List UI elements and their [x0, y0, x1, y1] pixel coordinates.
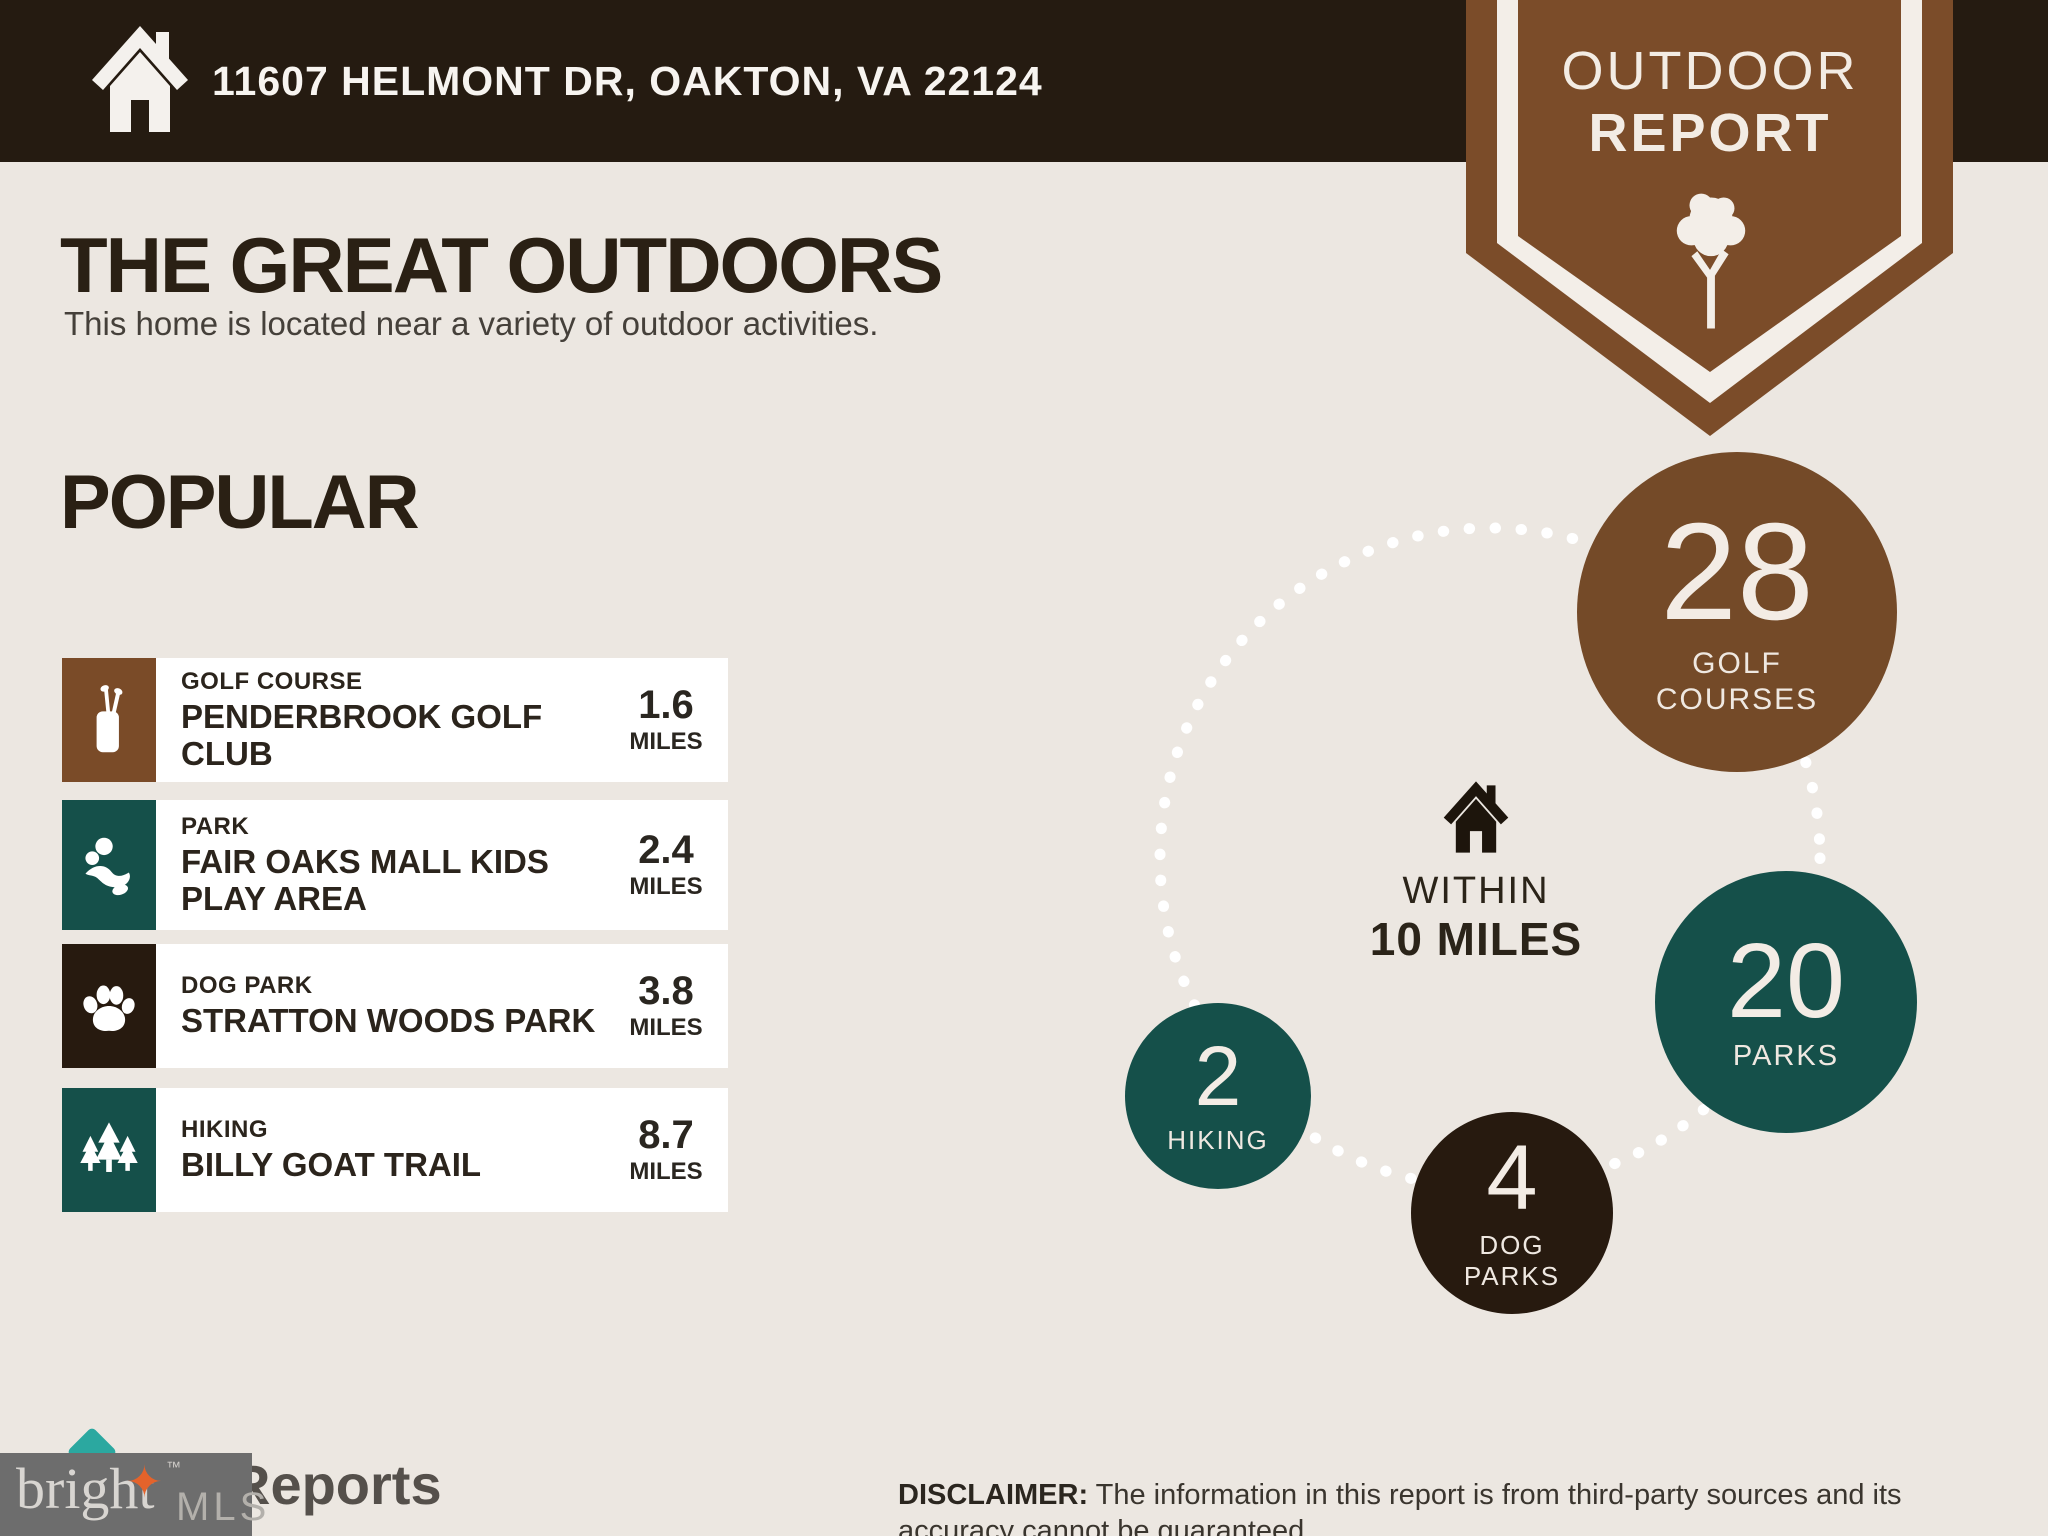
tree-icon: [1676, 193, 1746, 329]
page-subtitle: This home is located near a variety of o…: [64, 305, 879, 342]
item-info: PARK FAIR OAKS MALL KIDS PLAY AREA: [156, 800, 610, 930]
item-distance: 3.8 MILES: [610, 944, 722, 1068]
trademark-symbol: ™: [166, 1459, 181, 1476]
page-title: THE GREAT OUTDOORS: [60, 221, 943, 310]
disclaimer-body: The information in this report is from t…: [898, 1479, 1902, 1536]
reports-logo-text: Reports: [230, 1453, 442, 1516]
item-distance: 1.6 MILES: [610, 658, 722, 782]
bubble-count: 20: [1727, 921, 1845, 1040]
badge-title-line2: REPORT: [1588, 103, 1832, 163]
list-item-park: PARK FAIR OAKS MALL KIDS PLAY AREA 2.4 M…: [62, 800, 728, 930]
bright-logo-text: bright: [16, 1456, 155, 1521]
icon-tile: [62, 944, 156, 1068]
bright-mls-watermark: bright ✦ ™ MLS: [0, 1453, 266, 1536]
item-name: PENDERBROOK GOLF CLUB: [181, 697, 543, 772]
playground-icon: [85, 837, 130, 896]
icon-tile: [62, 800, 156, 930]
icon-tile: [62, 658, 156, 782]
property-address: 11607 HELMONT DR, OAKTON, VA 22124: [212, 57, 1043, 104]
bubble-count: 4: [1486, 1126, 1538, 1229]
badge-title-line1: OUTDOOR: [1561, 41, 1859, 101]
item-category: GOLF COURSE: [181, 667, 363, 695]
distance-unit: MILES: [629, 872, 703, 900]
item-info: DOG PARK STRATTON WOODS PARK: [156, 944, 595, 1068]
pine-trees-icon: [80, 1122, 138, 1172]
bubble-label: HIKING: [1167, 1124, 1269, 1155]
icon-tile: [62, 1088, 156, 1212]
bubble-hiking: 2 HIKING: [1125, 1003, 1311, 1189]
item-category: HIKING: [181, 1116, 268, 1144]
home-icon: [92, 26, 188, 132]
item-name: BILLY GOAT TRAIL: [181, 1146, 482, 1184]
bubble-label: PARKS: [1732, 1040, 1840, 1073]
list-item-hiking: HIKING BILLY GOAT TRAIL 8.7 MILES: [62, 1088, 728, 1212]
popular-heading: POPULAR: [60, 460, 420, 546]
item-info: GOLF COURSE PENDERBROOK GOLF CLUB: [156, 658, 610, 782]
list-item-golf-course: GOLF COURSE PENDERBROOK GOLF CLUB 1.6 MI…: [62, 658, 728, 782]
disclaimer-label: DISCLAIMER:: [898, 1479, 1089, 1511]
bubble-dog-parks: 4 DOG PARKS: [1411, 1112, 1613, 1314]
bubble-label: GOLF COURSES: [1655, 647, 1819, 716]
distance-unit: MILES: [629, 1013, 703, 1041]
outdoor-report-badge: OUTDOOR REPORT: [1455, 0, 1965, 445]
bubble-count: 2: [1194, 1028, 1242, 1123]
disclaimer-text: DISCLAIMER: The information in this repo…: [898, 1477, 1990, 1536]
bubble-parks: 20 PARKS: [1655, 871, 1917, 1133]
item-info: HIKING BILLY GOAT TRAIL: [156, 1088, 481, 1212]
item-name: FAIR OAKS MALL KIDS PLAY AREA: [181, 842, 549, 917]
distance-value: 1.6: [638, 682, 694, 727]
within-label: WITHIN: [1402, 870, 1550, 912]
bubble-label: DOG PARKS: [1463, 1230, 1561, 1291]
distance-value: 3.8: [638, 968, 694, 1013]
item-distance: 8.7 MILES: [610, 1088, 722, 1212]
distance-value: 8.7: [638, 1112, 694, 1157]
bubble-count: 28: [1660, 495, 1814, 650]
item-category: DOG PARK: [181, 972, 313, 1000]
golf-bag-icon: [96, 685, 123, 753]
item-name: STRATTON WOODS PARK: [181, 1002, 596, 1040]
mls-logo-text: MLS: [176, 1485, 271, 1529]
bright-star-icon: ✦: [126, 1458, 163, 1507]
distance-value: 2.4: [638, 827, 694, 872]
item-distance: 2.4 MILES: [610, 800, 722, 930]
list-item-dog-park: DOG PARK STRATTON WOODS PARK 3.8 MILES: [62, 944, 728, 1068]
item-category: PARK: [181, 812, 250, 840]
paw-print-icon: [83, 985, 135, 1032]
distance-unit: MILES: [629, 1157, 703, 1185]
within-distance-label: 10 MILES: [1369, 913, 1583, 965]
home-icon: [1443, 781, 1509, 853]
bubble-golf-courses: 28 GOLF COURSES: [1577, 452, 1897, 772]
distance-unit: MILES: [629, 727, 703, 755]
